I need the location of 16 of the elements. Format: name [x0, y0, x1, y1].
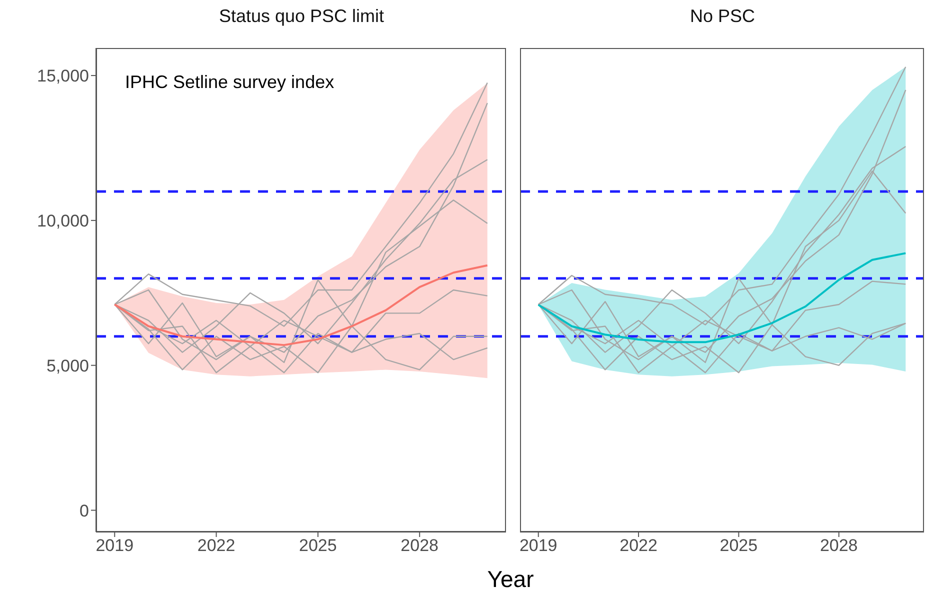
- x-axis-title: Year: [486, 566, 535, 593]
- x-tick-label: 2022: [197, 536, 236, 556]
- x-tick-label: 2025: [299, 536, 337, 556]
- chart-title: No PSC: [688, 6, 756, 27]
- y-tick-label: 10,000: [37, 211, 89, 230]
- x-tick-label: 2022: [620, 536, 658, 556]
- chart-title: Status quo PSC limit: [218, 6, 386, 27]
- y-tick-label: 0: [80, 501, 89, 520]
- x-tick-label: 2028: [400, 536, 439, 556]
- x-tick-label: 2019: [519, 536, 558, 556]
- annotation: IPHC Setline survey index: [125, 72, 334, 93]
- y-tick-label: 15,000: [37, 66, 89, 86]
- y-tick-label: 5,000: [46, 356, 89, 376]
- x-tick-label: 2019: [96, 536, 134, 556]
- x-tick-label: 2028: [820, 536, 858, 556]
- x-tick-label: 2025: [720, 536, 758, 556]
